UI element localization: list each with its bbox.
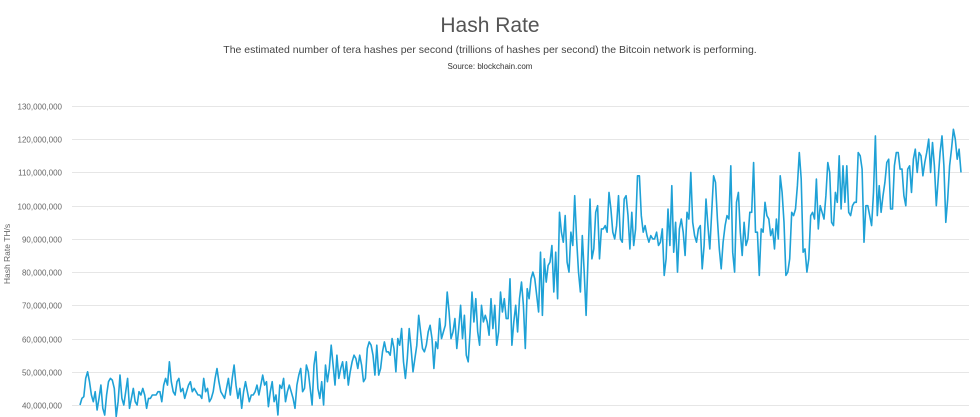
hash-rate-line[interactable]: [79, 128, 962, 417]
chart-title: Hash Rate: [440, 14, 540, 37]
y-tick-label: 50,000,000: [22, 369, 63, 378]
y-tick-label: 70,000,000: [22, 302, 63, 311]
gridlines: [72, 106, 969, 406]
y-tick-label: 60,000,000: [22, 336, 63, 345]
y-tick-label: 100,000,000: [18, 203, 63, 212]
y-axis-ticks: 40,000,000 50,000,000 60,000,000 70,000,000…: [18, 103, 63, 411]
y-tick-label: 40,000,000: [22, 402, 63, 411]
y-tick-label: 90,000,000: [22, 236, 63, 245]
y-tick-label: 120,000,000: [18, 136, 63, 145]
y-tick-label: 110,000,000: [18, 169, 62, 178]
y-tick-label: 80,000,000: [22, 269, 63, 278]
y-tick-label: 130,000,000: [18, 103, 63, 112]
chart-source: Source: blockchain.com: [447, 62, 533, 71]
chart-subtitle: The estimated number of tera hashes per …: [223, 44, 757, 56]
y-axis-label: Hash Rate TH/s: [2, 224, 12, 284]
